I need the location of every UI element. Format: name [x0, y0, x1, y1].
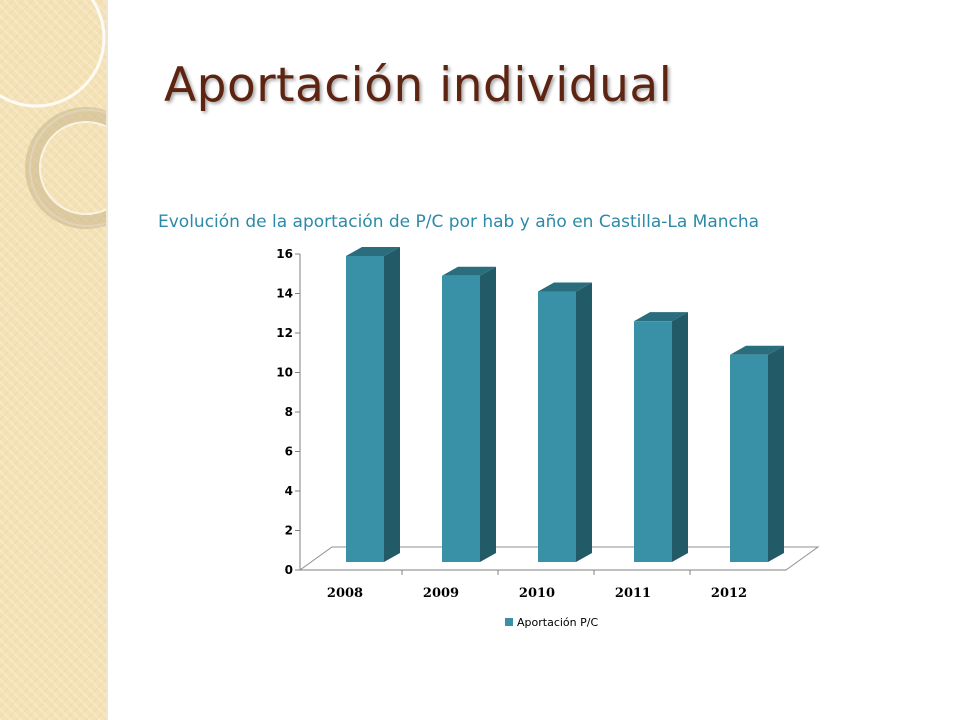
- bar-side: [768, 345, 784, 562]
- y-tick-label: 0: [285, 563, 293, 577]
- bar: [346, 255, 384, 562]
- bar-top: [442, 266, 496, 276]
- legend: Aportación P/C: [505, 616, 598, 629]
- bar-side: [480, 266, 496, 562]
- bar-top: [538, 282, 592, 292]
- bar: [442, 275, 480, 562]
- bar-top: [634, 312, 688, 322]
- decorative-circles: [0, 0, 106, 229]
- decorative-ring: [25, 107, 106, 229]
- decorative-circle-large: [0, 0, 106, 108]
- bar-side: [384, 246, 400, 562]
- bar: [730, 354, 768, 562]
- y-tick-label: 4: [285, 484, 293, 498]
- bar-side: [576, 282, 592, 562]
- x-tick-label: 2010: [519, 586, 555, 601]
- chart-floor: [298, 546, 820, 571]
- labels-group: 0 2 4 6 8 10 12 14 16 2008 2009 2010 2011 2012: [276, 247, 747, 601]
- y-tick-label: 2: [285, 524, 293, 538]
- page-title: Aportación individual: [164, 58, 673, 113]
- chart-title: Evolución de la aportación de P/C por ha…: [158, 212, 760, 232]
- y-tick-label: 12: [276, 326, 293, 340]
- y-tick-label: 6: [285, 445, 293, 459]
- x-tick-label: 2009: [423, 586, 459, 601]
- bar: [538, 291, 576, 562]
- y-tick-label: 16: [276, 247, 293, 261]
- bar: [634, 321, 672, 562]
- x-tick-label: 2008: [327, 586, 363, 601]
- x-tick-label: 2012: [711, 586, 747, 601]
- bar-side: [672, 312, 688, 562]
- decorative-side-strip: [0, 0, 108, 720]
- decorative-circle-inner: [39, 121, 106, 215]
- y-tick-label: 10: [276, 366, 293, 380]
- legend-swatch: [505, 618, 513, 626]
- y-tick-label: 8: [285, 405, 293, 419]
- bar-top: [346, 246, 400, 256]
- bar-top: [730, 345, 784, 355]
- y-tick-label: 14: [276, 287, 293, 301]
- legend-label: Aportación P/C: [517, 616, 598, 629]
- x-tick-label: 2011: [615, 586, 651, 601]
- bars-group: [346, 246, 784, 562]
